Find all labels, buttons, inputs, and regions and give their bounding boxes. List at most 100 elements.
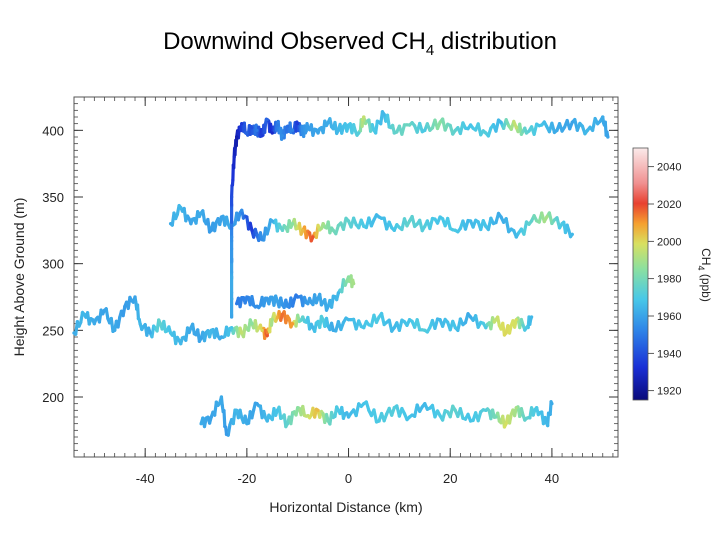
data-segment: [277, 405, 283, 420]
y-tick-label: 300: [42, 257, 64, 272]
data-point: [189, 222, 193, 226]
data-point: [499, 120, 503, 124]
data-point: [219, 395, 224, 399]
data-point: [230, 275, 234, 279]
data-segment: [532, 122, 539, 136]
data-point: [346, 275, 351, 279]
data-point: [280, 134, 285, 138]
data-point: [407, 123, 412, 127]
data-point: [301, 315, 305, 319]
data-point: [296, 122, 300, 126]
data-point: [438, 414, 442, 418]
data-point: [545, 422, 549, 426]
data-point: [468, 219, 473, 223]
series-transect: [72, 295, 534, 346]
data-point: [235, 302, 239, 306]
data-segment: [374, 119, 379, 135]
data-point: [362, 115, 366, 119]
series-transect: [230, 135, 239, 319]
data-point: [250, 126, 254, 130]
data-point: [311, 235, 315, 239]
data-point: [357, 131, 361, 135]
data-point: [270, 318, 274, 322]
data-segment: [201, 209, 207, 223]
data-point: [270, 131, 274, 135]
y-axis-title: Height Above Ground (m): [11, 198, 27, 357]
colorbar-tick-label: 2020: [657, 199, 681, 211]
x-tick-label: 20: [443, 471, 457, 486]
data-point: [72, 331, 76, 335]
data-point: [280, 312, 285, 316]
data-segment: [226, 423, 232, 437]
data-point: [235, 408, 239, 412]
data-point: [352, 282, 356, 286]
data-point: [255, 304, 259, 308]
colorbar-label: CH4 (ppb): [696, 248, 713, 302]
series-transect: [168, 203, 574, 243]
data-point: [230, 326, 234, 330]
title-main: Downwind Observed CH: [163, 28, 426, 55]
data-point: [468, 419, 473, 423]
data-point: [148, 331, 152, 335]
data-point: [199, 211, 203, 215]
x-tick-label: -40: [136, 471, 155, 486]
data-point: [570, 120, 574, 124]
data-point: [306, 126, 310, 130]
title-tail: distribution: [434, 28, 557, 55]
data-point: [524, 326, 529, 330]
slide-title: Downwind Observed CH4 distribution: [0, 28, 720, 59]
data-point: [529, 219, 534, 223]
data-point: [209, 228, 213, 232]
data-point: [392, 406, 396, 410]
y-tick-label: 250: [42, 323, 64, 338]
data-point: [468, 123, 473, 127]
data-point: [606, 135, 610, 139]
data-point: [102, 308, 107, 312]
data-point: [291, 322, 295, 326]
x-tick-label: 40: [545, 471, 559, 486]
data-point: [601, 115, 605, 119]
data-point: [199, 422, 203, 426]
data-point: [245, 131, 249, 135]
data-point: [301, 228, 305, 232]
data-point: [245, 295, 249, 299]
data-point: [158, 322, 163, 326]
data-point: [321, 222, 325, 226]
data-point: [484, 131, 488, 135]
data-point: [326, 120, 330, 124]
data-point: [133, 295, 137, 299]
data-point: [494, 318, 498, 322]
data-point: [529, 315, 534, 319]
data-segment: [162, 319, 168, 334]
data-point: [260, 238, 264, 242]
data-segment: [231, 408, 237, 426]
data-point: [336, 408, 340, 412]
data-point: [331, 228, 335, 232]
data-point: [280, 228, 285, 232]
data-point: [484, 326, 488, 330]
data-point: [362, 326, 366, 330]
data-point: [504, 331, 508, 335]
data-point: [275, 299, 279, 303]
data-point: [275, 123, 279, 127]
data-point: [240, 122, 244, 126]
colorbar-tick-label: 1940: [657, 348, 681, 360]
data-segment: [522, 220, 529, 236]
data-point: [311, 326, 315, 330]
data-point: [321, 318, 325, 322]
data-point: [179, 206, 183, 210]
data-point: [423, 328, 427, 332]
data-point: [336, 128, 340, 132]
data-point: [494, 415, 498, 419]
data-layer: [72, 110, 610, 437]
data-point: [230, 315, 234, 319]
data-point: [453, 128, 457, 132]
data-point: [362, 224, 366, 228]
data-point: [382, 112, 386, 116]
data-point: [240, 208, 244, 212]
data-point: [453, 228, 457, 232]
data-point: [326, 304, 330, 308]
data-segment: [191, 322, 196, 336]
data-point: [468, 315, 473, 319]
data-point: [423, 402, 427, 406]
